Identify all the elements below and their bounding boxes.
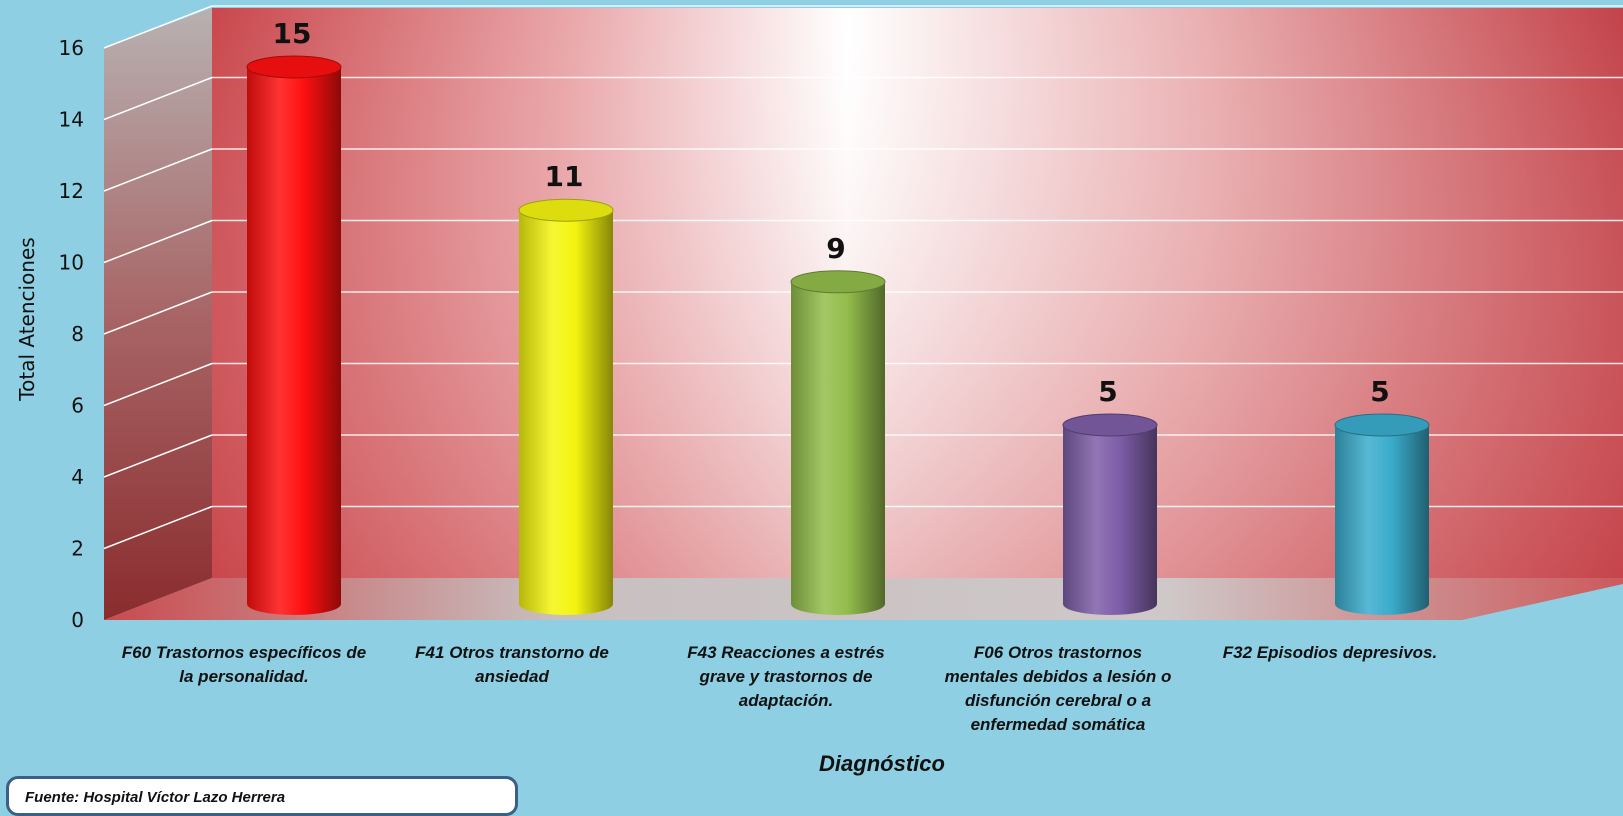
category-label: F60 Trastornos específicos de la personal… [122,643,366,686]
bar [247,67,341,615]
bar [1335,425,1429,615]
gridline-side [103,362,213,407]
y-axis-label: Total Atenciones [15,237,39,401]
bar-top [246,55,342,79]
y-tick-label: 0 [71,608,84,632]
data-label: 9 [826,232,845,265]
bar [519,210,613,615]
category-labels-layer: F60 Trastornos específicos de la personal… [122,643,1437,734]
source-note-box: Fuente: Hospital Víctor Lazo Herrera [6,776,518,816]
data-labels-layer: 15 11 9 5 5 [273,17,1390,408]
gridline-side [103,5,213,49]
x-axis-label: Diagnóstico [819,751,945,776]
bar-top [1334,413,1430,437]
data-label: 15 [273,17,312,50]
gridline-side [103,434,213,478]
y-tick-label: 6 [71,394,84,418]
bar [1063,425,1157,615]
y-tick-label: 8 [71,322,84,346]
category-label: F43 Reacciones a estrés grave y trastorno… [687,643,885,710]
y-tick-label: 10 [59,251,84,275]
data-label: 11 [545,160,584,193]
bar-top [790,270,886,294]
category-label: F06 Otros trastornos mentales debidos a l… [945,643,1172,734]
data-label: 5 [1370,375,1389,408]
category-label: F41 Otros transtorno de ansiedad [415,643,609,686]
bar-top [1062,413,1158,437]
gridline-side [103,219,213,264]
source-note-text: Fuente: Hospital Víctor Lazo Herrera [25,789,286,806]
category-label: F32 Episodios depresivos. [1223,643,1437,662]
y-tick-label: 4 [71,465,84,489]
gridline-side [103,76,213,121]
gridline-side [103,505,213,550]
bar-top [518,198,614,222]
y-tick-label: 2 [71,537,84,561]
y-axis-ticks: 0 2 4 6 8 10 12 14 16 [59,36,84,632]
y-tick-label: 16 [59,36,84,60]
y-tick-label: 12 [59,179,84,203]
y-tick-label: 14 [59,108,84,132]
data-label: 5 [1098,375,1117,408]
bars-layer [246,55,1430,615]
bar [791,281,885,615]
gridline-side [103,148,213,192]
gridline-side [103,291,213,335]
